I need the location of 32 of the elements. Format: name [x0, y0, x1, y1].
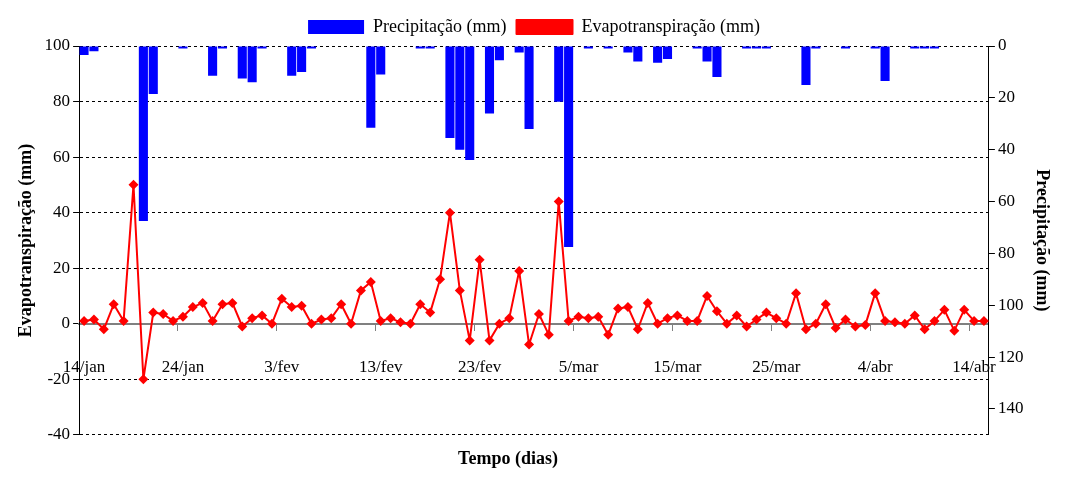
x-tick-label: 25/mar	[752, 357, 801, 377]
bar	[603, 46, 613, 49]
y2-axis-title: Precipitação (mm)	[1031, 169, 1053, 312]
x-tick-label: 4/abr	[857, 357, 893, 377]
y2-tick-label: 20	[997, 87, 1015, 107]
y-axis-title: Evapotranspiração (mm)	[15, 143, 37, 338]
x-tick-label: 5/mar	[558, 357, 599, 377]
y-tick-label: 60	[53, 146, 71, 166]
x-axis-title: Tempo (dias)	[457, 448, 559, 469]
legend-label: Evapotranspiração (mm)	[581, 15, 760, 37]
x-tick-label: 24/jan	[161, 357, 205, 377]
x-tick-label: 13/fev	[359, 357, 403, 377]
y-tick-label: 0	[61, 313, 71, 333]
x-tick-label: 3/fev	[264, 357, 300, 377]
y2-tick-label: 0	[997, 35, 1007, 55]
y-tick-label: -40	[47, 424, 71, 444]
y-tick-label: 80	[53, 91, 71, 111]
y2-tick-label: 80	[997, 242, 1015, 262]
y2-tick-label: 140	[997, 398, 1024, 418]
bar	[840, 46, 851, 49]
bar	[583, 46, 593, 49]
bar	[178, 46, 188, 49]
y2-tick-label: 60	[997, 190, 1015, 210]
x-tick-label: 15/mar	[653, 357, 702, 377]
y2-tick-label: 40	[997, 139, 1015, 159]
y2-tick-label: 100	[997, 294, 1024, 314]
legend-label: Precipitação (mm)	[373, 15, 507, 37]
y-tick-label: 40	[53, 202, 71, 222]
x-tick-label: 23/fev	[457, 357, 502, 377]
y-tick-label: 20	[53, 257, 71, 277]
y2-tick-label: 120	[997, 346, 1024, 366]
y-tick-label: 100	[44, 35, 71, 55]
